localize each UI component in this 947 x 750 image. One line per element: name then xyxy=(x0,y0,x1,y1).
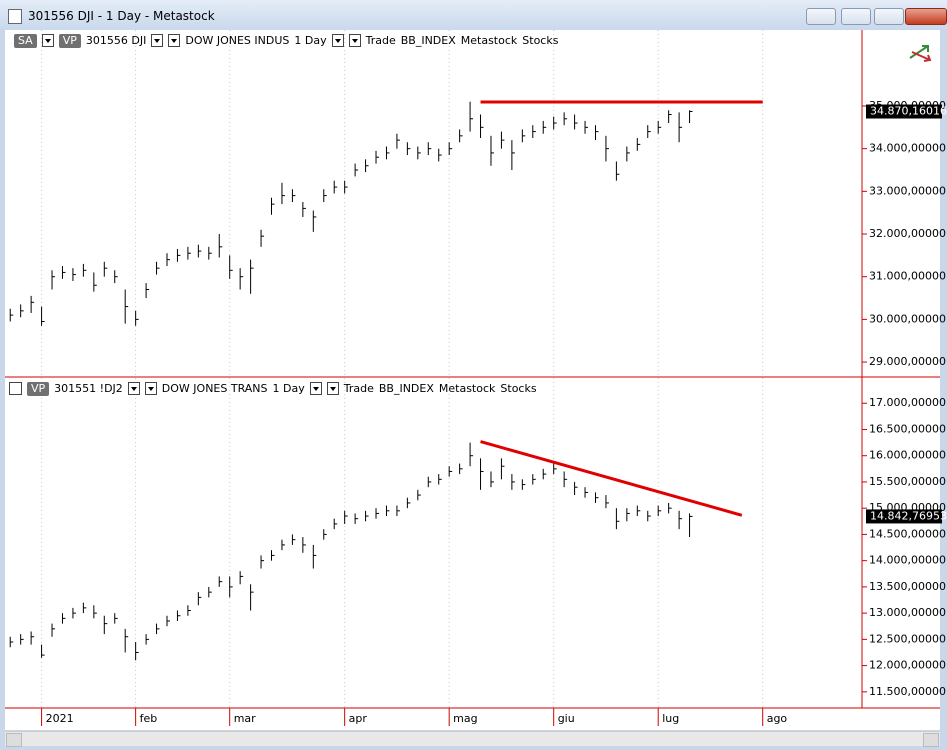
minimize-button[interactable] xyxy=(841,8,871,25)
header-text: BB_INDEX xyxy=(378,382,434,395)
dropdown[interactable] xyxy=(127,382,140,395)
header-text: BB_INDEX xyxy=(400,34,456,47)
properties-button[interactable] xyxy=(806,8,836,25)
header-text: Trade xyxy=(343,382,374,395)
dropdown[interactable] xyxy=(331,34,344,47)
header-text: 1 Day xyxy=(294,34,327,47)
last-price-label: 34.870,16016 xyxy=(870,105,947,118)
dropdown[interactable] xyxy=(326,382,339,395)
y-tick-label: 14.000,00000 xyxy=(869,554,946,567)
header-tag[interactable]: VP xyxy=(58,33,81,48)
y-tick-label: 13.500,00000 xyxy=(869,580,946,593)
x-tick-label: mar xyxy=(234,712,256,725)
restore-button[interactable] xyxy=(874,8,904,25)
y-tick-label: 16.500,00000 xyxy=(869,422,946,435)
y-tick-label: 29.000,00000 xyxy=(869,355,946,368)
header-text: Stocks xyxy=(500,382,537,395)
dropdown[interactable] xyxy=(168,34,181,47)
y-tick-label: 30.000,00000 xyxy=(869,312,946,325)
header-text: Stocks xyxy=(522,34,559,47)
chart-background xyxy=(5,30,940,730)
header-tag[interactable]: VP xyxy=(27,381,50,396)
header-text: Trade xyxy=(365,34,396,47)
y-tick-label: 17.000,00000 xyxy=(869,396,946,409)
x-tick-label: apr xyxy=(349,712,368,725)
last-price-label: 14.842,76953 xyxy=(870,509,947,522)
y-tick-label: 33.000,00000 xyxy=(869,184,946,197)
y-tick-label: 16.000,00000 xyxy=(869,449,946,462)
dropdown[interactable] xyxy=(41,34,54,47)
header-text: Metastock xyxy=(460,34,518,47)
y-tick-label: 32.000,00000 xyxy=(869,227,946,240)
x-tick-label: ago xyxy=(767,712,788,725)
x-tick-label: feb xyxy=(140,712,158,725)
y-tick-label: 34.000,00000 xyxy=(869,142,946,155)
header-text: 1 Day xyxy=(272,382,305,395)
scrollbar[interactable] xyxy=(5,731,940,747)
x-tick-label: 2021 xyxy=(46,712,74,725)
pane-header: VP 301551 !DJ2 DOW JONES TRANS 1 Day Tra… xyxy=(9,381,537,396)
x-tick-label: lug xyxy=(662,712,679,725)
x-tick-label: mag xyxy=(453,712,477,725)
y-tick-label: 11.500,00000 xyxy=(869,685,946,698)
x-tick-label: giu xyxy=(558,712,575,725)
pane-header: SA VP 301556 DJI DOW JONES INDUS 1 Day T… xyxy=(14,33,558,48)
dropdown[interactable] xyxy=(348,34,361,47)
scroll-left[interactable] xyxy=(6,733,22,747)
header-text: 301556 DJI xyxy=(85,34,147,47)
last-price-box xyxy=(866,104,942,119)
dropdown[interactable] xyxy=(151,34,164,47)
title-bar: 301556 DJI - 1 Day - Metastock xyxy=(0,0,947,30)
header-tag[interactable]: SA xyxy=(14,33,37,48)
y-tick-label: 13.000,00000 xyxy=(869,606,946,619)
window-title: 301556 DJI - 1 Day - Metastock xyxy=(28,9,215,23)
header-text: Metastock xyxy=(438,382,496,395)
dropdown[interactable] xyxy=(309,382,322,395)
header-text: DOW JONES TRANS xyxy=(161,382,268,395)
app-icon xyxy=(8,9,22,24)
header-text: 301551 !DJ2 xyxy=(54,382,123,395)
y-tick-label: 12.000,00000 xyxy=(869,659,946,672)
tool-icon xyxy=(909,45,929,59)
close-pane[interactable] xyxy=(9,382,22,395)
last-price-box xyxy=(866,509,942,524)
y-tick-label: 12.500,00000 xyxy=(869,632,946,645)
y-tick-label: 14.500,00000 xyxy=(869,527,946,540)
y-tick-label: 31.000,00000 xyxy=(869,270,946,283)
tool-icon xyxy=(911,51,932,62)
trendline xyxy=(480,440,743,517)
scroll-right[interactable] xyxy=(923,733,939,747)
dropdown[interactable] xyxy=(144,382,157,395)
header-text: DOW JONES INDUS xyxy=(185,34,290,47)
y-tick-label: 15.500,00000 xyxy=(869,475,946,488)
